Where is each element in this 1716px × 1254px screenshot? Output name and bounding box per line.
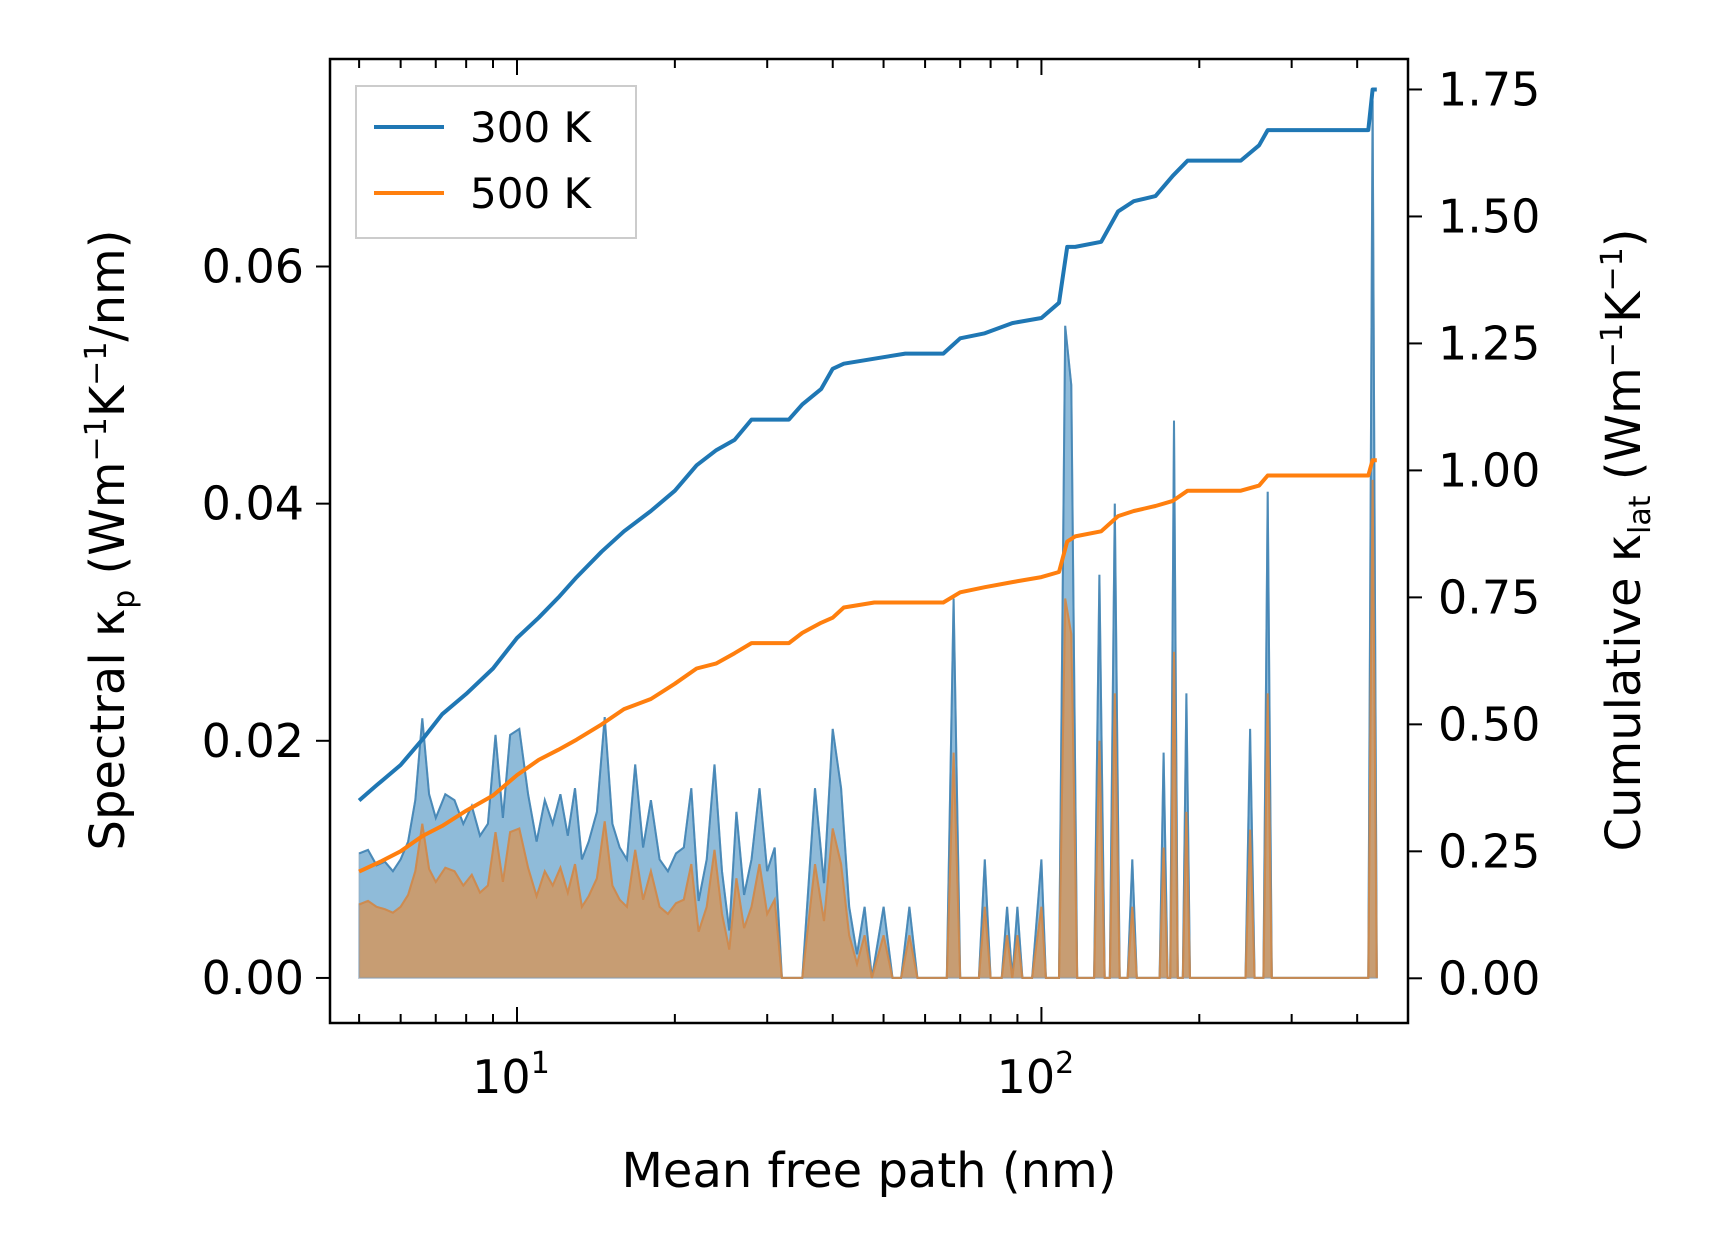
y-right-tick-label: 0.50: [1438, 697, 1540, 751]
right-y-axis-ticks: 0.00 0.25 0.50 0.75 1.00 1.25 1.50 1.75: [1408, 62, 1540, 1005]
right-y-axis-label: Cumulative κlat (Wm−1K−1): [1595, 229, 1658, 852]
spectral-line-500k: [358, 479, 1378, 979]
cumulative-line-500k: [358, 458, 1377, 874]
y-right-tick-label: 1.00: [1438, 443, 1540, 497]
spectral-outline-500k: [358, 479, 1378, 979]
x-axis-ticks: 101 102: [358, 59, 1409, 1104]
x-tick-label: 101: [472, 1046, 550, 1104]
y-right-tick-label: 0.00: [1438, 951, 1540, 1005]
plot-frame: [328, 57, 1410, 1025]
y-right-tick-label: 1.50: [1438, 189, 1540, 243]
y-left-tick-label: 0.06: [202, 240, 304, 294]
y-right-tick-label: 0.25: [1438, 824, 1540, 878]
x-tick-label: 102: [997, 1046, 1075, 1104]
y-right-tick-label: 1.75: [1438, 62, 1540, 116]
legend: 300 K 500 K: [355, 85, 637, 239]
left-y-axis-ticks: 0.00 0.02 0.04 0.06: [202, 240, 330, 1005]
spectral-area-500k: [359, 479, 1377, 978]
legend-label-500k: 500 K: [470, 169, 593, 218]
spectral-layer: [358, 100, 1378, 979]
legend-frame: [355, 85, 637, 239]
x-axis-label: Mean free path (nm): [622, 1143, 1117, 1199]
cumulative-layer: [357, 87, 1377, 874]
y-left-tick-label: 0.00: [202, 951, 304, 1005]
spectral-line-300k: [358, 100, 1378, 979]
left-y-axis-label: Spectral κp (Wm−1K−1/nm): [79, 230, 142, 851]
y-left-tick-label: 0.02: [202, 714, 304, 768]
y-left-tick-label: 0.04: [202, 477, 304, 531]
legend-label-300k: 300 K: [470, 103, 593, 152]
plot-area: [357, 87, 1378, 979]
cumulative-line-300k: [357, 87, 1377, 803]
y-right-tick-label: 1.25: [1438, 316, 1540, 370]
y-right-tick-label: 0.75: [1438, 570, 1540, 624]
